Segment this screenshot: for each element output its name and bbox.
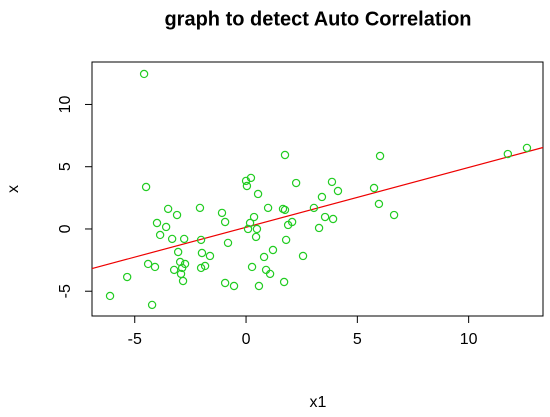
point [333,186,343,196]
point [141,182,151,192]
point [229,281,239,291]
point [147,300,157,310]
point [178,276,188,286]
point [281,235,291,245]
y-tick-label: 5 [57,162,74,171]
y-tick-label: -5 [57,284,74,298]
point [287,217,297,227]
point [122,272,132,282]
point [327,177,337,187]
point [253,189,263,199]
point [200,261,210,271]
point [245,218,255,228]
point [150,262,160,272]
point [196,235,206,245]
point [163,204,173,214]
point [196,263,206,273]
point [197,248,207,258]
point [314,223,324,233]
point [179,234,189,244]
point [152,218,162,228]
point [328,214,338,224]
point [205,251,215,261]
x-tick-label: 5 [353,331,362,348]
point [169,265,179,275]
x-axis-label: x1 [310,394,327,411]
x-tick-label: -5 [128,331,142,348]
chart-title: graph to detect Auto Correlation [164,8,471,30]
point [252,224,262,234]
point [220,217,230,227]
point [320,212,330,222]
y-axis-label: x [5,185,22,193]
point [261,265,271,275]
point [503,149,513,159]
point [254,281,264,291]
point [279,277,289,287]
point [195,203,205,213]
point [389,210,399,220]
point [268,245,278,255]
point [175,257,185,267]
point [247,262,257,272]
point [251,232,261,242]
point [172,210,182,220]
point [259,252,269,262]
point [309,203,319,213]
point [246,173,256,183]
point [298,251,308,261]
x-tick-label: 0 [242,331,251,348]
x-tick-label: 10 [460,331,478,348]
point [280,150,290,160]
point [167,234,177,244]
point [317,192,327,202]
plot-box [91,61,544,317]
point [291,178,301,188]
point [265,269,275,279]
point [280,205,290,215]
point [263,203,273,213]
point [220,278,230,288]
point [180,259,190,269]
point [139,69,149,79]
y-tick-label: 10 [57,95,74,113]
point [217,208,227,218]
point [143,259,153,269]
point [161,222,171,232]
point [242,181,252,191]
point [249,212,259,222]
point [369,183,379,193]
point [375,151,385,161]
point [176,269,186,279]
point [155,230,165,240]
point [243,224,253,234]
point [522,143,532,153]
point [105,291,115,301]
point [374,199,384,209]
y-tick-label: 0 [57,224,74,233]
point [223,238,233,248]
point [173,247,183,257]
